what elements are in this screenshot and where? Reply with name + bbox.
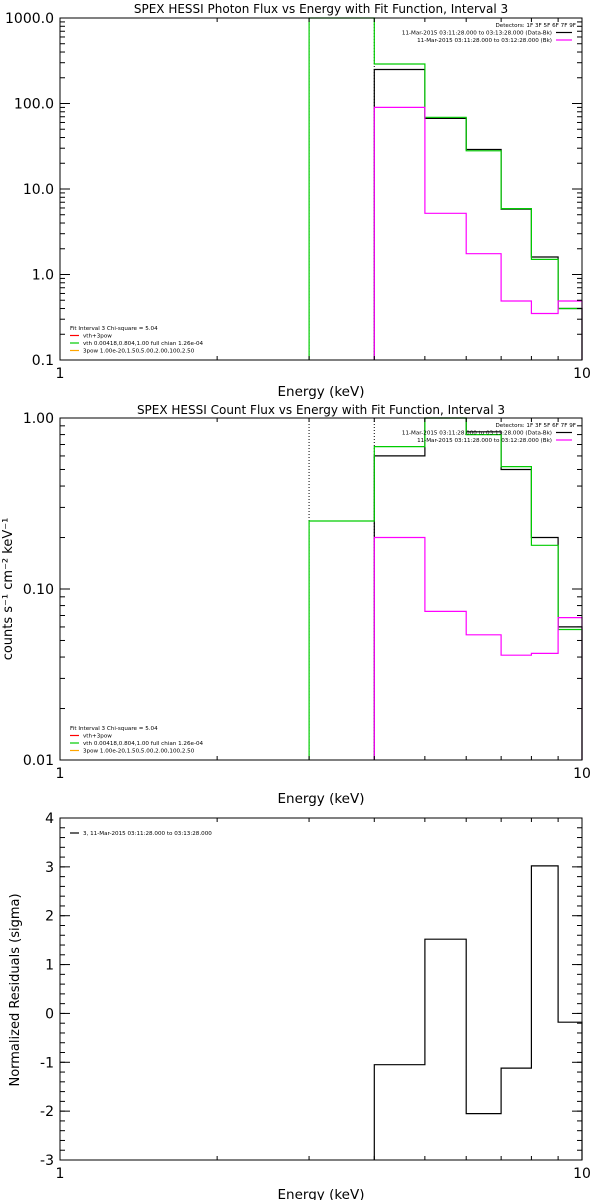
series-line-0: [373, 865, 583, 1160]
legend-top-left: 3, 11-Mar-2015 03:11:28.000 to 03:13:28.…: [70, 831, 212, 837]
legend-entry-text: vth+3pow: [83, 334, 112, 340]
x-axis-label: Energy (keV): [278, 791, 365, 807]
legend-entry-text: vth 0.00418,0.804,1.00 full chian 1.26e-…: [83, 341, 204, 347]
photon-flux-panel: SPEX HESSI Photon Flux vs Energy with Fi…: [5, 2, 591, 400]
legend-entry-text: 11-Mar-2015 03:11:28.000 to 03:12:28.000…: [417, 438, 552, 444]
legend-entry-text: vth+3pow: [83, 734, 112, 740]
count-flux-panel: SPEX HESSI Count Flux vs Energy with Fit…: [1, 403, 591, 807]
y-tick-label: 1000.0: [5, 11, 54, 27]
legend-entry-text: Fit Interval 3 Chi-square = 5.04: [70, 726, 158, 732]
residuals-panel: 1 10 -3 -2 -1 0 1 2 3 4 3, 11-Mar-2015 03:11:28.0…: [8, 811, 591, 1200]
legend-entry-text: 11-Mar-2015 03:11:28.000 to 03:12:28.000…: [417, 38, 552, 44]
legend-entry-text: 3pow 1.00e-20,1.50,5.00,2.00,100,2.50: [83, 349, 195, 355]
x-tick-label: 1: [56, 366, 65, 382]
x-tick-label: 1: [56, 1166, 65, 1182]
y-tick-label: -1: [40, 1055, 54, 1071]
series-line-2: [373, 536, 583, 760]
plot-series-group: [373, 865, 583, 1160]
legend-entry-text: 3, 11-Mar-2015 03:11:28.000 to 03:13:28.…: [83, 831, 212, 837]
legend-entry-text: 11-Mar-2015 03:11:28.000 to 03:13:28.000…: [402, 31, 552, 37]
y-tick-label: 2: [45, 909, 54, 925]
chart-title: SPEX HESSI Count Flux vs Energy with Fit…: [137, 403, 505, 417]
x-tick-label: 10: [573, 1166, 591, 1182]
tick-group: 1 10 0.01 0.10 1.00: [23, 411, 591, 782]
series-line-2: [373, 106, 583, 360]
chart-title: SPEX HESSI Photon Flux vs Energy with Fi…: [134, 2, 508, 16]
y-tick-label: 0.1: [32, 353, 54, 369]
y-tick-label: 4: [45, 811, 54, 827]
legend-bottom-left: Fit Interval 3 Chi-square = 5.04 vth+3pow…: [70, 326, 204, 355]
x-axis-label: Energy (keV): [278, 1187, 365, 1200]
y-tick-label: 10.0: [23, 182, 54, 198]
legend-entry-text: vth 0.00418,0.804,1.00 full chian 1.26e-…: [83, 741, 204, 747]
legend-top-right: Detectors: 1F 3F 5F 6F 7F 9F 11-Mar-2015 …: [402, 423, 576, 444]
plot-frame: [59, 417, 583, 761]
legend-top-right: Detectors: 1F 3F 5F 6F 7F 9F 11-Mar-2015 …: [402, 23, 576, 44]
plot-frame: [59, 817, 583, 1161]
series-line-1: [308, 417, 583, 760]
y-axis-label: Normalized Residuals (sigma): [8, 893, 23, 1086]
legend-entry-text: 11-Mar-2015 03:11:28.000 to 03:13:28.000…: [402, 431, 552, 437]
series-line-1: [308, 17, 583, 360]
legend-entry-text: Fit Interval 3 Chi-square = 5.04: [70, 326, 158, 332]
y-tick-label: 1.00: [23, 411, 54, 427]
tick-group: 1 10 -3 -2 -1 0 1 2 3 4: [40, 811, 591, 1182]
x-axis-label: Energy (keV): [278, 384, 365, 400]
plot-series-group: [308, 417, 583, 760]
y-axis-label: counts s⁻¹ cm⁻² keV⁻¹: [1, 518, 16, 661]
plot-frame: [59, 17, 583, 361]
legend-entry-text: 3pow 1.00e-20,1.50,5.00,2.00,100,2.50: [83, 749, 195, 755]
y-tick-label: 0: [45, 1006, 54, 1022]
y-tick-label: -2: [40, 1104, 54, 1120]
y-tick-label: 1.0: [32, 268, 54, 284]
y-tick-label: 0.01: [23, 753, 54, 769]
plot-series-group: [308, 17, 583, 360]
legend-entry-text: Detectors: 1F 3F 5F 6F 7F 9F: [495, 423, 576, 429]
y-tick-label: 0.10: [23, 582, 54, 598]
legend-entry-text: Detectors: 1F 3F 5F 6F 7F 9F: [495, 23, 576, 29]
series-line-0: [373, 68, 583, 360]
y-tick-label: 3: [45, 860, 54, 876]
x-tick-label: 1: [56, 766, 65, 782]
y-tick-label: -3: [40, 1153, 54, 1169]
legend-bottom-left: Fit Interval 3 Chi-square = 5.04 vth+3pow…: [70, 726, 204, 755]
series-line-0: [373, 417, 583, 760]
x-tick-label: 10: [573, 366, 591, 382]
y-tick-label: 100.0: [14, 97, 54, 113]
x-tick-label: 10: [573, 766, 591, 782]
y-tick-label: 1: [45, 958, 54, 974]
